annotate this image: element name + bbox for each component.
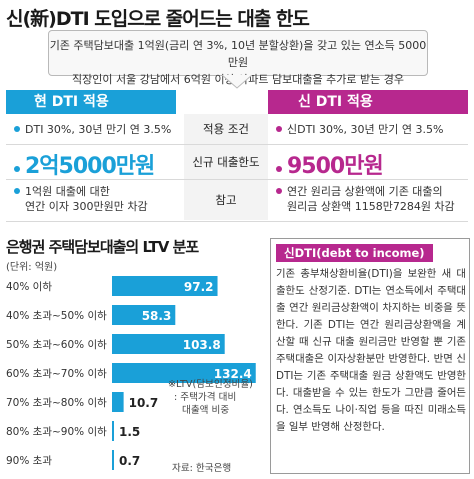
- value-label: 132.4: [214, 367, 252, 381]
- bar: [112, 334, 225, 354]
- bullet-icon: [276, 166, 282, 172]
- ltv-bar-chart: 40% 이하 97.2 40% 초과~50% 이하 58.3 50% 초과~60% 이하…: [6, 276, 256, 470]
- bar: [112, 392, 124, 412]
- value-label: 1.5: [119, 425, 140, 439]
- category-label: 80% 초과~90% 이하: [6, 425, 107, 438]
- category-label: 40% 이하: [6, 280, 52, 293]
- row-divider: [6, 179, 468, 180]
- row-divider: [6, 144, 468, 145]
- chart-title: 은행권 주택담보대출의 LTV 분포: [6, 238, 199, 256]
- category-label: 70% 초과~80% 이하: [6, 396, 107, 409]
- row-divider: [6, 221, 468, 222]
- new-limit: 9500만원: [276, 148, 384, 180]
- bullet-icon: [14, 188, 20, 194]
- category-label: 90% 초과: [6, 455, 52, 467]
- new-dti-header: 신 DTI 적용: [268, 90, 468, 114]
- new-reference: 연간 원리금 상환액에 기존 대출의 원리금 상환액 1158만7284원 차감: [276, 184, 455, 214]
- current-limit: 2억5000만원: [14, 148, 155, 180]
- bar: [112, 421, 114, 441]
- value-label: 58.3: [142, 309, 172, 323]
- current-reference: 1억원 대출에 대한 연간 이자 300만원만 차감: [14, 184, 148, 214]
- category-label: 40% 초과~50% 이하: [6, 309, 107, 322]
- category-label: 50% 초과~60% 이하: [6, 338, 107, 351]
- premise-box: 기존 주택담보대출 1억원(금리 연 3%, 10년 분할상환)을 갖고 있는 …: [48, 30, 428, 86]
- bullet-icon: [276, 188, 282, 194]
- value-label: 10.7: [129, 396, 159, 410]
- ltv-footnote: ※LTV(담보인정비율) : 주택가격 대비 대출액 비중: [168, 379, 253, 416]
- definition-body: 기존 총부채상환비율(DTI)을 보완한 새 대출한도 산정기준. DTI는 연…: [276, 268, 466, 433]
- definition-box: [270, 238, 470, 474]
- bullet-icon: [14, 166, 20, 172]
- current-condition: DTI 30%, 30년 만기 연 3.5%: [14, 122, 171, 137]
- current-dti-header: 현 DTI 적용: [6, 90, 176, 114]
- row-label-limit: 신규 대출한도: [184, 145, 268, 179]
- bar: [112, 363, 256, 383]
- value-label: 97.2: [184, 280, 214, 294]
- bar: [112, 276, 218, 296]
- bar: [112, 305, 176, 325]
- row-label-condition: 적용 조건: [184, 114, 268, 144]
- row-label-note: 참고: [184, 180, 268, 220]
- source-note: 자료: 한국은행: [172, 463, 232, 474]
- premise-line-1: 기존 주택담보대출 1억원(금리 연 3%, 10년 분할상환)을 갖고 있는 …: [49, 39, 427, 69]
- chart-unit: (단위: 억원): [6, 262, 58, 273]
- definition-title: 신DTI(debt to income): [276, 244, 433, 262]
- category-label: 60% 초과~70% 이하: [6, 367, 107, 380]
- bar: [112, 450, 114, 470]
- bullet-icon: [276, 126, 282, 132]
- new-condition: 신DTI 30%, 30년 만기 연 3.5%: [276, 122, 443, 137]
- value-label: 0.7: [119, 454, 140, 468]
- bullet-icon: [14, 126, 20, 132]
- page-title: 신(新)DTI 도입으로 줄어드는 대출 한도: [6, 8, 310, 30]
- value-label: 103.8: [183, 338, 221, 352]
- premise-pointer: [222, 75, 252, 89]
